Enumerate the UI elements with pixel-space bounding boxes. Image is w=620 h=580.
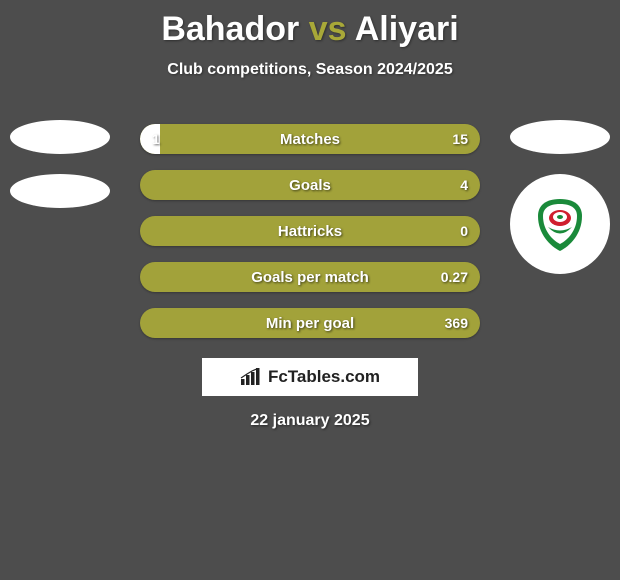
bar-value-right: 0 [448,216,480,246]
player2-name: Aliyari [355,10,459,48]
stat-bar: Min per goal369 [140,308,480,338]
bar-value-right: 4 [448,170,480,200]
bar-value-right: 0.27 [429,262,480,292]
subtitle: Club competitions, Season 2024/2025 [0,61,620,79]
bar-value-left: 1 [140,124,172,154]
bar-label: Goals [140,170,480,200]
stat-bar: Hattricks0 [140,216,480,246]
stat-bar: Goals per match0.27 [140,262,480,292]
bar-value-right: 15 [440,124,480,154]
comparison-title: Bahador vs Aliyari [0,0,620,49]
badge-placeholder [10,120,110,154]
badge-placeholder [510,120,610,154]
bar-label: Hattricks [140,216,480,246]
player1-name: Bahador [161,10,299,48]
stat-bar: Matches1 15 [140,124,480,154]
badge-placeholder [10,174,110,208]
date-label: 22 january 2025 [0,412,620,430]
stat-bar: Goals4 [140,170,480,200]
badge-col-left [0,120,120,228]
club-badge [510,174,610,274]
bar-label: Matches [140,124,480,154]
bar-label: Min per goal [140,308,480,338]
watermark[interactable]: FcTables.com [202,358,418,396]
stat-bars: Matches1 15 Goals4 Hattricks0 Goals per matc… [140,124,480,354]
club-logo-icon [530,194,590,254]
vs-separator: vs [309,10,347,48]
badge-col-right [500,120,620,274]
bar-chart-icon [240,368,262,386]
watermark-text: FcTables.com [268,367,380,387]
bar-value-right: 369 [433,308,480,338]
